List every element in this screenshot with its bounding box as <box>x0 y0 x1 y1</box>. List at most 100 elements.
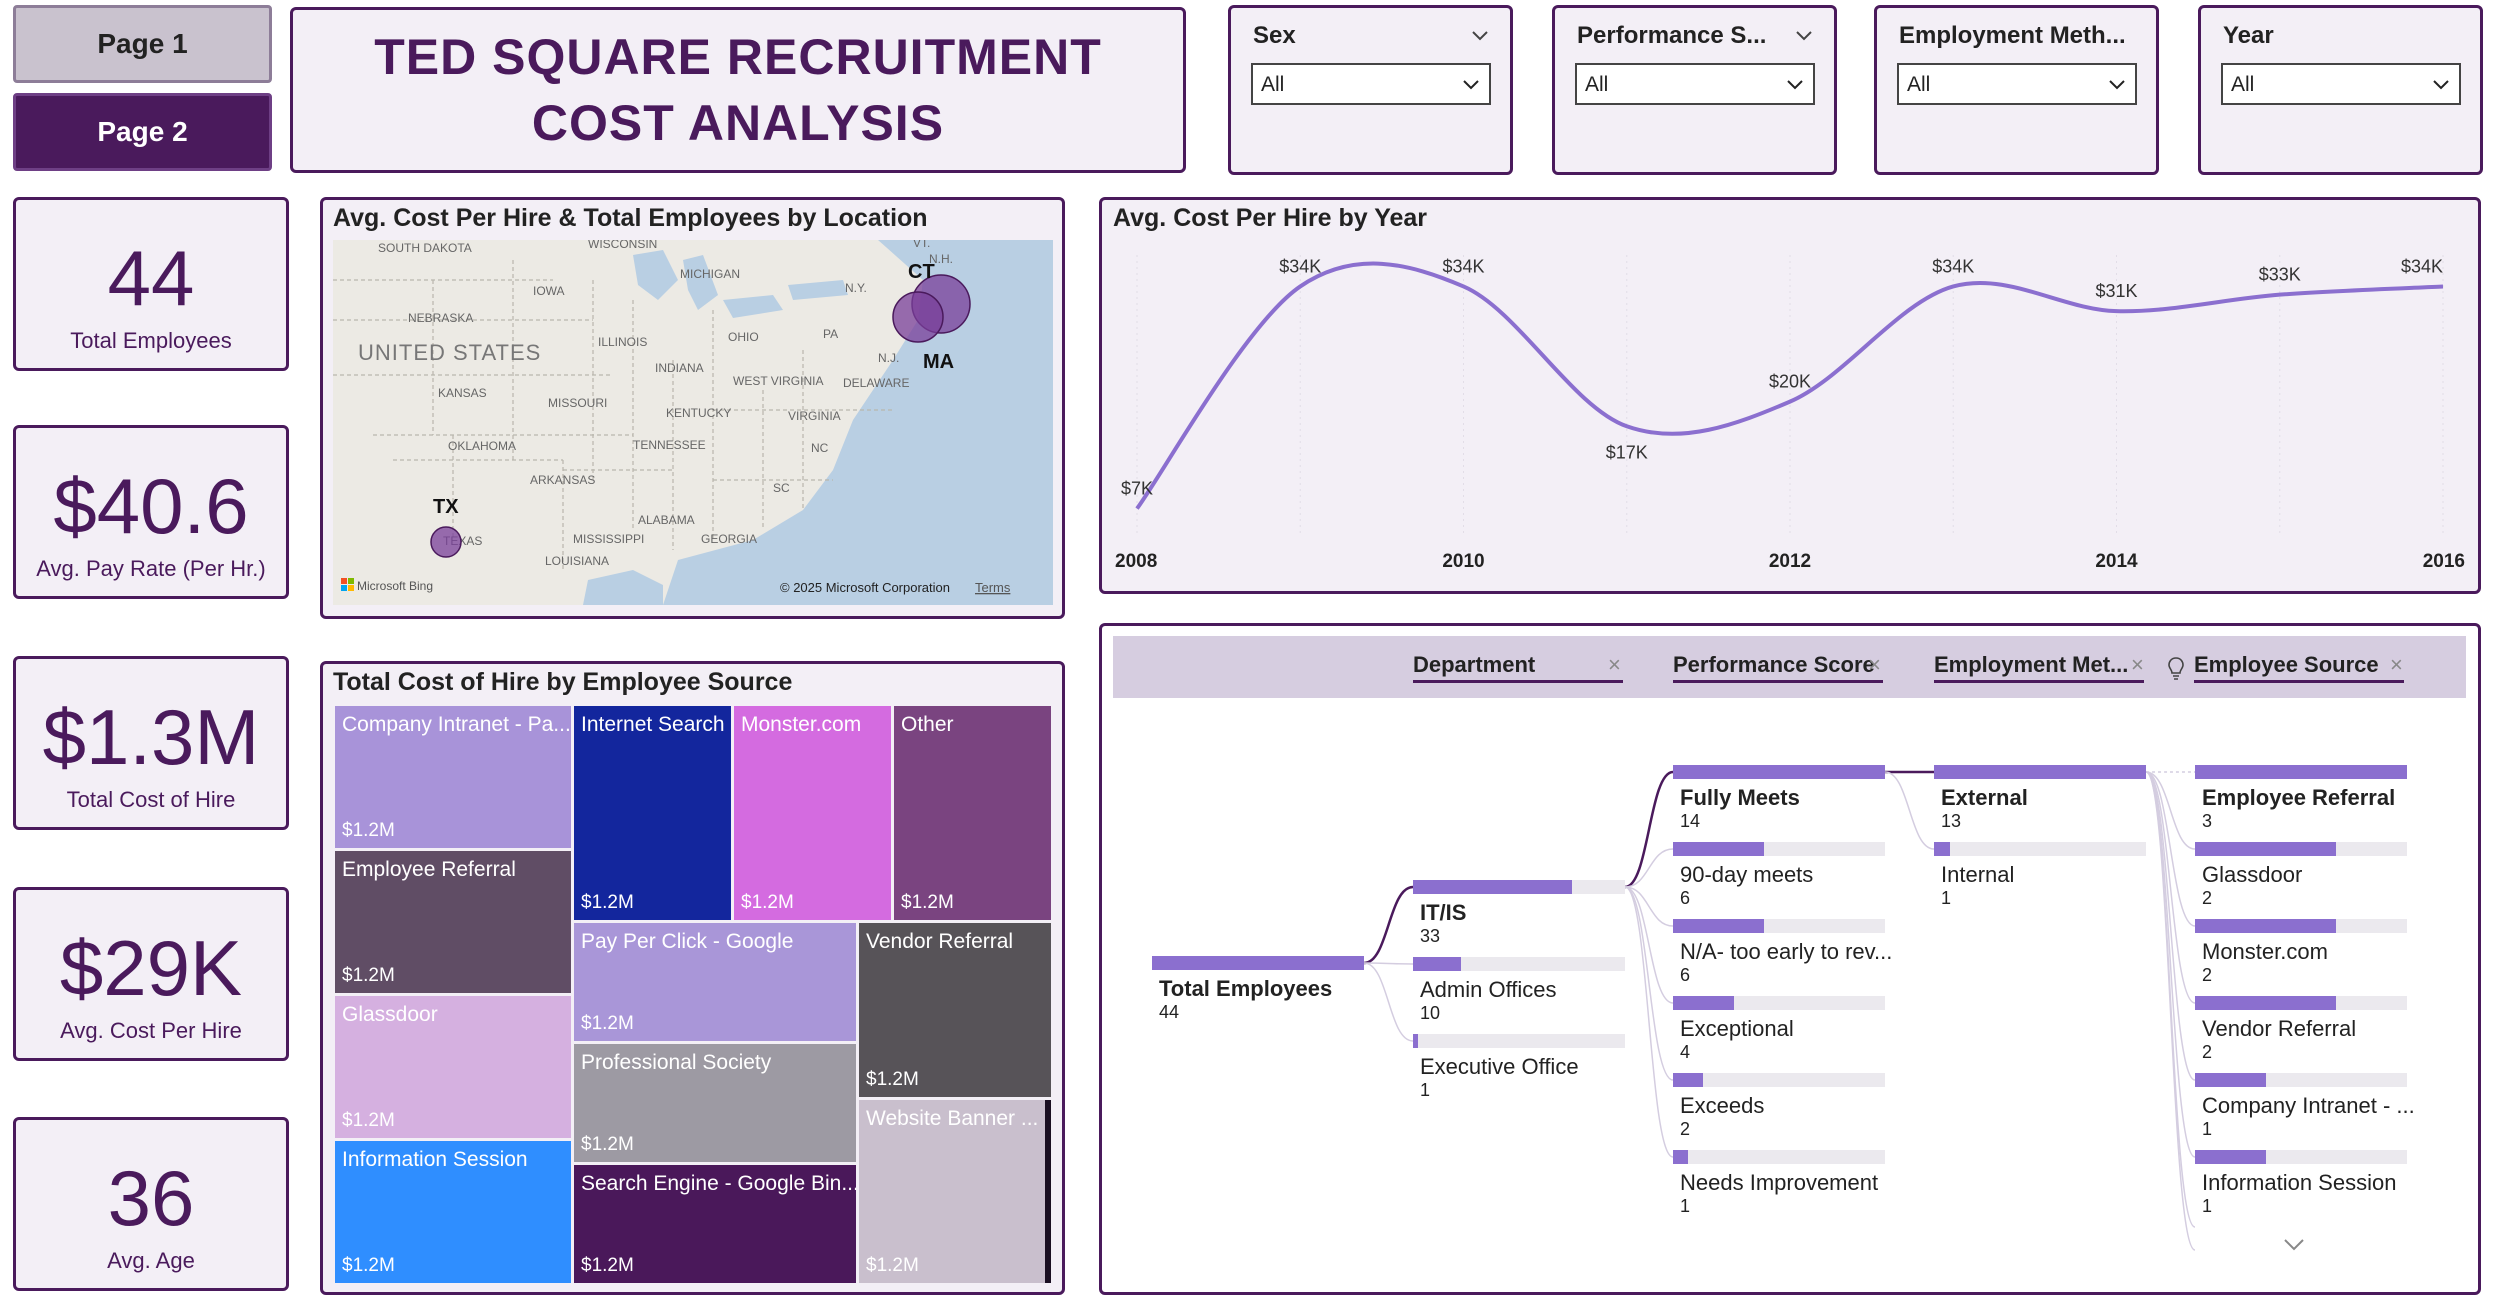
slicer-dropdown[interactable]: All <box>1251 63 1491 105</box>
data-label: $17K <box>1606 442 1648 462</box>
series-line[interactable] <box>1135 261 2444 510</box>
treemap-tile[interactable]: Website Banner ... $1.2M <box>859 1100 1045 1283</box>
decomp-node-performance[interactable]: Needs Improvement 1 <box>1673 1150 1885 1222</box>
line-chart-title: Avg. Cost Per Hire by Year <box>1113 204 1428 232</box>
node-bar <box>1673 996 1734 1010</box>
decomp-node-department[interactable]: Admin Offices 10 <box>1413 957 1625 1029</box>
data-point[interactable] <box>1134 506 1140 512</box>
decomp-node-performance[interactable]: N/A- too early to rev... 6 <box>1673 919 1892 991</box>
data-point[interactable] <box>1297 283 1303 289</box>
treemap-tile[interactable]: Search Engine - Google Bin... $1.2M <box>574 1165 856 1283</box>
decomp-node-performance[interactable]: 90-day meets 6 <box>1673 842 1885 914</box>
slicer-sex[interactable]: Sex All <box>1228 5 1513 175</box>
treemap-tile[interactable]: Monster.com $1.2M <box>734 706 891 920</box>
decomp-node-employment-method[interactable]: External 13 <box>1934 765 2146 837</box>
slicer-year[interactable]: Year All <box>2198 5 2483 175</box>
treemap-tile[interactable]: Vendor Referral $1.2M <box>859 923 1051 1097</box>
data-point[interactable] <box>2277 292 2283 298</box>
decomp-header-employment-method[interactable]: Employment Met... <box>1934 652 2144 683</box>
report-title: TED SQUARE RECRUITMENT COST ANALYSIS <box>374 24 1102 156</box>
map-bubble-tx[interactable] <box>430 526 462 558</box>
treemap-tile[interactable]: Professional Society $1.2M <box>574 1044 856 1162</box>
country-label: UNITED STATES <box>358 340 541 365</box>
node-bar <box>1152 956 1364 970</box>
node-value: 33 <box>1420 926 1441 946</box>
slicer-employment-method[interactable]: Employment Meth... All <box>1874 5 2159 175</box>
decomp-node-employment-method[interactable]: Internal 1 <box>1934 842 2146 914</box>
treemap-tile-label: Internet Search <box>581 713 725 736</box>
decomp-node-department[interactable]: Executive Office 1 <box>1413 1034 1625 1106</box>
page-1-button[interactable]: Page 1 <box>13 5 272 83</box>
decomp-node-department[interactable]: IT/IS 33 <box>1413 880 1625 952</box>
page-2-button[interactable]: Page 2 <box>13 93 272 171</box>
decomp-node-performance[interactable]: Exceeds 2 <box>1673 1073 1885 1145</box>
decomp-node-performance[interactable]: Fully Meets 14 <box>1673 765 1885 837</box>
map-title: Avg. Cost Per Hire & Total Employees by … <box>333 204 928 232</box>
line-chart-visual[interactable] <box>1099 197 2481 594</box>
node-bar <box>2195 842 2337 856</box>
treemap-tile-label: Pay Per Click - Google <box>581 930 794 953</box>
treemap-tile[interactable]: Glassdoor $1.2M <box>335 996 571 1138</box>
treemap-tile[interactable]: Information Session $1.2M <box>335 1141 571 1283</box>
node-value: 2 <box>2202 888 2213 908</box>
treemap-tile-label: Glassdoor <box>342 1003 438 1026</box>
node-bar <box>1934 842 1951 856</box>
kpi-avg-pay-rate: $40.6 Avg. Pay Rate (Per Hr.) <box>13 425 289 599</box>
decomp-node-employee-source[interactable]: Vendor Referral 2 <box>2195 996 2407 1068</box>
data-point[interactable] <box>1787 399 1793 405</box>
decomp-node-employee-source[interactable]: Glassdoor 2 <box>2195 842 2407 914</box>
close-icon[interactable]: × <box>2390 652 2403 677</box>
kpi-label: Total Employees <box>70 328 232 353</box>
map-bubble-ct[interactable] <box>892 291 944 343</box>
decomp-header-performance-score[interactable]: Performance Score <box>1673 652 1883 683</box>
treemap-tile[interactable]: Internet Search $1.2M <box>574 706 731 920</box>
state-label: KANSAS <box>438 386 487 400</box>
node-label: Admin Offices <box>1420 977 1557 1002</box>
map-graphic: SOUTH DAKOTA WISCONSIN MICHIGAN IOWA NEB… <box>333 240 1053 605</box>
kpi-total-cost-of-hire: $1.3M Total Cost of Hire <box>13 656 289 830</box>
treemap-tile[interactable]: Pay Per Click - Google $1.2M <box>574 923 856 1041</box>
decomp-link <box>2145 771 2196 1004</box>
map-terms-link[interactable]: Terms <box>975 580 1011 595</box>
node-bar <box>2195 765 2407 779</box>
state-label: KENTUCKY <box>666 406 731 420</box>
chevron-down-icon[interactable] <box>1470 26 1490 46</box>
close-icon[interactable]: × <box>2131 652 2144 677</box>
decomp-node-employee-source[interactable]: Information Session 1 <box>2195 1150 2407 1222</box>
data-label: $31K <box>2095 281 2137 301</box>
treemap-tile[interactable]: Employee Referral $1.2M <box>335 851 571 993</box>
node-value: 1 <box>1680 1196 1691 1216</box>
treemap-tile-value: $1.2M <box>342 1255 395 1276</box>
close-icon[interactable]: × <box>1608 652 1621 677</box>
data-point[interactable] <box>1950 283 1956 289</box>
decomp-header-department[interactable]: Department <box>1413 652 1623 683</box>
data-point[interactable] <box>1461 283 1467 289</box>
slicer-dropdown[interactable]: All <box>1897 63 2137 105</box>
data-label: $33K <box>2259 265 2301 285</box>
decomp-header-employee-source[interactable]: Employee Source <box>2194 652 2404 683</box>
decomp-node-employee-source[interactable]: Monster.com 2 <box>2195 919 2407 991</box>
slicer-dropdown[interactable]: All <box>1575 63 1815 105</box>
decomp-node-employee-source[interactable]: Employee Referral 3 <box>2195 765 2407 837</box>
chevron-down-icon <box>1463 80 1479 90</box>
data-point[interactable] <box>2440 283 2446 289</box>
treemap-tile[interactable]: Company Intranet - Pa... $1.2M <box>335 706 571 848</box>
decomp-node-performance[interactable]: Exceptional 4 <box>1673 996 1885 1068</box>
slicer-performance-score[interactable]: Performance S... All <box>1552 5 1837 175</box>
data-point[interactable] <box>2114 308 2120 314</box>
treemap-tile-label: Monster.com <box>741 713 862 736</box>
slicer-dropdown[interactable]: All <box>2221 63 2461 105</box>
node-bar <box>2195 996 2337 1010</box>
chevron-down-icon[interactable] <box>2282 1237 2306 1253</box>
state-label: IOWA <box>533 284 565 298</box>
close-icon[interactable]: × <box>1868 652 1881 677</box>
map-canvas[interactable]: SOUTH DAKOTA WISCONSIN MICHIGAN IOWA NEB… <box>333 240 1053 605</box>
slicer-label: Performance S... <box>1577 22 1767 49</box>
treemap-tile[interactable]: Other $1.2M <box>894 706 1051 920</box>
decomp-node-employee-source[interactable]: Company Intranet - ... 1 <box>2195 1073 2415 1145</box>
decomp-node-root[interactable]: Total Employees 44 <box>1152 956 1364 1028</box>
data-point[interactable] <box>1624 423 1630 429</box>
node-label: Vendor Referral <box>2202 1016 2357 1041</box>
chevron-down-icon[interactable] <box>1794 26 1814 46</box>
line-chart-canvas[interactable]: $7K $34K $34K $17K $20K $34K $31K $33K $34K 2008 2… <box>1105 235 2475 590</box>
